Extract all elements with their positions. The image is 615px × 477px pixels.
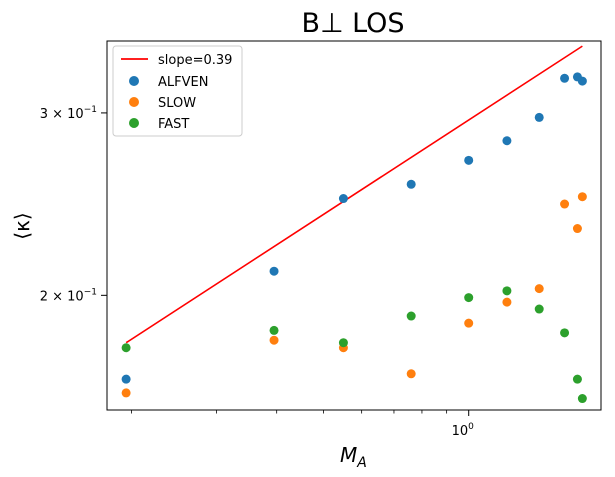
point-fast-6 bbox=[534, 304, 544, 314]
point-alfven-1 bbox=[269, 266, 279, 276]
legend-label-fast: FAST bbox=[158, 117, 189, 132]
chart-title: B⊥ LOS bbox=[301, 8, 404, 39]
fit-line bbox=[125, 45, 583, 344]
fit-line-layer bbox=[125, 45, 583, 344]
point-alfven-6 bbox=[534, 112, 544, 122]
legend-label-fit-line: slope=0.39 bbox=[158, 53, 232, 68]
point-fast-0 bbox=[121, 343, 131, 353]
legend: slope=0.39 ALFVEN SLOW FAST bbox=[112, 45, 243, 137]
legend-marker-slow bbox=[129, 97, 139, 107]
point-fast-4 bbox=[464, 293, 474, 303]
point-slow-6 bbox=[534, 284, 544, 294]
data-points-layer bbox=[121, 72, 587, 404]
point-fast-1 bbox=[269, 325, 279, 335]
point-alfven-9 bbox=[577, 76, 587, 86]
legend-marker-alfven bbox=[129, 76, 139, 86]
point-slow-8 bbox=[572, 224, 582, 234]
point-slow-0 bbox=[121, 388, 131, 398]
point-fast-8 bbox=[572, 374, 582, 384]
y-tick-label-0: 2 × 10−1 bbox=[40, 287, 97, 304]
ticks-layer: 100 2 × 10−1 3 × 10−1 bbox=[40, 105, 474, 439]
point-slow-9 bbox=[577, 192, 587, 202]
x-axis-label-sub: A bbox=[356, 455, 367, 471]
point-slow-7 bbox=[560, 199, 570, 209]
plot-frame bbox=[106, 40, 602, 411]
point-fast-5 bbox=[502, 286, 512, 296]
point-alfven-0 bbox=[121, 374, 131, 384]
x-axis-label: MA bbox=[340, 443, 367, 471]
point-alfven-5 bbox=[502, 136, 512, 146]
legend-label-slow: SLOW bbox=[158, 96, 196, 111]
point-fast-9 bbox=[577, 394, 587, 404]
y-axis-label: ⟨κ⟩ bbox=[10, 212, 34, 239]
point-alfven-4 bbox=[464, 155, 474, 165]
x-tick-label-0: 100 bbox=[452, 422, 475, 439]
point-slow-1 bbox=[269, 335, 279, 345]
x-axis-label-main: M bbox=[340, 443, 357, 467]
point-slow-4 bbox=[464, 318, 474, 328]
point-alfven-7 bbox=[560, 73, 570, 83]
point-alfven-3 bbox=[406, 179, 416, 189]
point-slow-3 bbox=[406, 369, 416, 379]
point-alfven-2 bbox=[338, 194, 348, 204]
point-fast-2 bbox=[338, 338, 348, 348]
point-fast-7 bbox=[560, 328, 570, 338]
legend-marker-fast bbox=[129, 118, 139, 128]
legend-box bbox=[112, 45, 243, 137]
point-slow-5 bbox=[502, 297, 512, 307]
legend-label-alfven: ALFVEN bbox=[158, 75, 208, 90]
y-tick-label-1: 3 × 10−1 bbox=[40, 105, 97, 122]
point-fast-3 bbox=[406, 311, 416, 321]
